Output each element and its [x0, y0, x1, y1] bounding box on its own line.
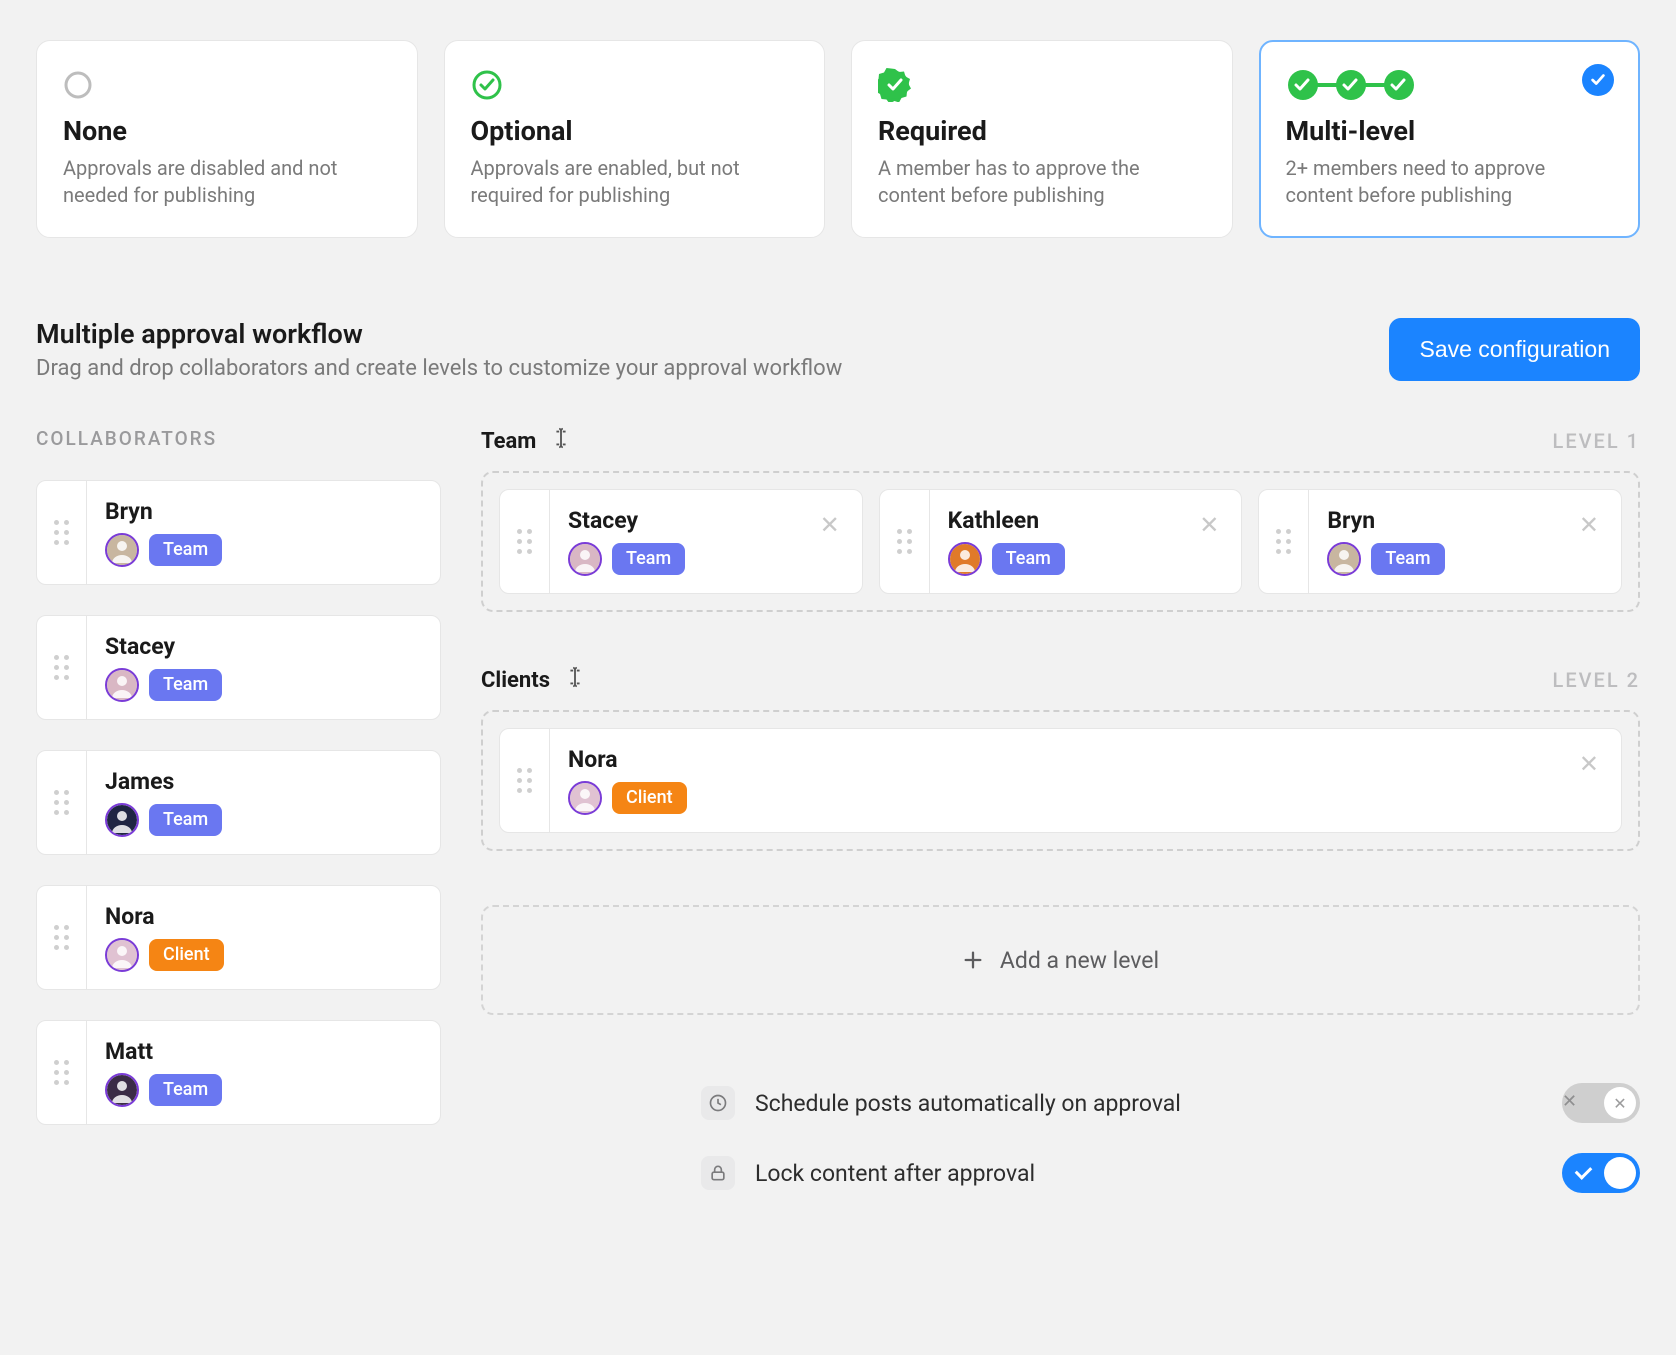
workflow-subtitle: Drag and drop collaborators and create l…: [36, 356, 842, 381]
levels-container: TeamLEVEL 1Stacey✕ TeamKathleen✕ TeamBry…: [481, 427, 1640, 851]
drag-handle-icon[interactable]: [37, 886, 87, 989]
option-title: Required: [878, 115, 1206, 147]
role-badge: Team: [992, 543, 1065, 575]
person-card[interactable]: Stacey ✕ Team: [499, 489, 863, 594]
avatar: [568, 542, 602, 576]
drag-handle-icon[interactable]: [37, 1021, 87, 1124]
option-title: None: [63, 115, 391, 147]
level-tag: LEVEL 1: [1553, 429, 1640, 453]
option-desc: Approvals are disabled and not needed fo…: [63, 155, 391, 209]
remove-person-button[interactable]: ✕: [1575, 513, 1603, 537]
clock-icon: [701, 1086, 735, 1120]
toggle-auto-schedule[interactable]: [1562, 1083, 1640, 1123]
level-name[interactable]: Clients: [481, 666, 586, 694]
person-card[interactable]: James Team: [36, 750, 441, 855]
approval-options: Schedule posts automatically on approval…: [481, 1083, 1640, 1193]
avatar: [105, 668, 139, 702]
rename-icon[interactable]: [550, 427, 572, 455]
role-badge: Team: [149, 804, 222, 836]
toggle-label: Schedule posts automatically on approval: [755, 1090, 1181, 1117]
remove-person-button[interactable]: ✕: [1195, 513, 1223, 537]
option-desc: A member has to approve the content befo…: [878, 155, 1206, 209]
toggle-label: Lock content after approval: [755, 1160, 1035, 1187]
level-tag: LEVEL 2: [1553, 668, 1640, 692]
option-title: Multi-level: [1286, 115, 1614, 147]
avatar: [948, 542, 982, 576]
person-name: Bryn: [1327, 507, 1375, 534]
none-icon: [63, 65, 391, 105]
person-name: Matt: [105, 1038, 153, 1065]
option-title: Optional: [471, 115, 799, 147]
check-seal-icon: [878, 65, 1206, 105]
role-badge: Team: [1371, 543, 1444, 575]
remove-person-button[interactable]: ✕: [816, 513, 844, 537]
selected-check-icon: [1582, 64, 1614, 96]
rename-icon[interactable]: [564, 666, 586, 694]
level-name[interactable]: Team: [481, 427, 572, 455]
drag-handle-icon[interactable]: [500, 490, 550, 593]
person-name: Kathleen: [948, 507, 1039, 534]
person-name: Stacey: [568, 507, 638, 534]
avatar: [1327, 542, 1361, 576]
level-header: Team LEVEL 1: [481, 427, 1640, 455]
option-none[interactable]: None Approvals are disabled and not need…: [36, 40, 418, 238]
check-chain-icon: [1286, 65, 1614, 105]
collaborators-list: Bryn TeamStacey TeamJames TeamNora Clien…: [36, 480, 441, 1125]
drag-handle-icon[interactable]: [37, 751, 87, 854]
person-name: James: [105, 768, 174, 795]
add-level-label: Add a new level: [1000, 947, 1159, 974]
role-badge: Team: [612, 543, 685, 575]
person-card[interactable]: Nora ✕ Client: [499, 728, 1622, 833]
save-configuration-button[interactable]: Save configuration: [1389, 318, 1640, 381]
option-required[interactable]: Required A member has to approve the con…: [851, 40, 1233, 238]
avatar: [105, 533, 139, 567]
toggle-auto-schedule-row: Schedule posts automatically on approval: [701, 1083, 1640, 1123]
role-badge: Client: [612, 782, 687, 814]
person-name: Nora: [568, 746, 618, 773]
drag-handle-icon[interactable]: [500, 729, 550, 832]
role-badge: Team: [149, 1074, 222, 1106]
add-level-button[interactable]: Add a new level: [481, 905, 1640, 1015]
check-ring-icon: [471, 65, 799, 105]
role-badge: Team: [149, 669, 222, 701]
remove-person-button[interactable]: ✕: [1575, 752, 1603, 776]
person-card[interactable]: Kathleen ✕ Team: [879, 489, 1243, 594]
drag-handle-icon[interactable]: [880, 490, 930, 593]
lock-icon: [701, 1156, 735, 1190]
collaborators-heading: COLLABORATORS: [36, 427, 441, 450]
person-card[interactable]: Matt Team: [36, 1020, 441, 1125]
person-name: Bryn: [105, 498, 153, 525]
role-badge: Client: [149, 939, 224, 971]
drag-handle-icon[interactable]: [37, 481, 87, 584]
person-card[interactable]: Stacey Team: [36, 615, 441, 720]
avatar: [105, 1073, 139, 1107]
person-name: Stacey: [105, 633, 175, 660]
avatar: [568, 781, 602, 815]
level-dropzone[interactable]: Stacey ✕ Team Kathleen ✕ Team Bryn ✕ Team: [481, 471, 1640, 612]
person-card[interactable]: Bryn ✕ Team: [1258, 489, 1622, 594]
avatar: [105, 803, 139, 837]
approval-mode-options: None Approvals are disabled and not need…: [36, 40, 1640, 238]
option-desc: 2+ members need to approve content befor…: [1286, 155, 1614, 209]
level-dropzone[interactable]: Nora ✕ Client: [481, 710, 1640, 851]
option-desc: Approvals are enabled, but not required …: [471, 155, 799, 209]
role-badge: Team: [149, 534, 222, 566]
avatar: [105, 938, 139, 972]
toggle-lock-content[interactable]: [1562, 1153, 1640, 1193]
level-header: Clients LEVEL 2: [481, 666, 1640, 694]
drag-handle-icon[interactable]: [1259, 490, 1309, 593]
person-card[interactable]: Bryn Team: [36, 480, 441, 585]
drag-handle-icon[interactable]: [37, 616, 87, 719]
workflow-title: Multiple approval workflow: [36, 318, 842, 350]
person-name: Nora: [105, 903, 155, 930]
toggle-lock-content-row: Lock content after approval: [701, 1153, 1640, 1193]
option-multi-level[interactable]: Multi-level 2+ members need to approve c…: [1259, 40, 1641, 238]
person-card[interactable]: Nora Client: [36, 885, 441, 990]
option-optional[interactable]: Optional Approvals are enabled, but not …: [444, 40, 826, 238]
